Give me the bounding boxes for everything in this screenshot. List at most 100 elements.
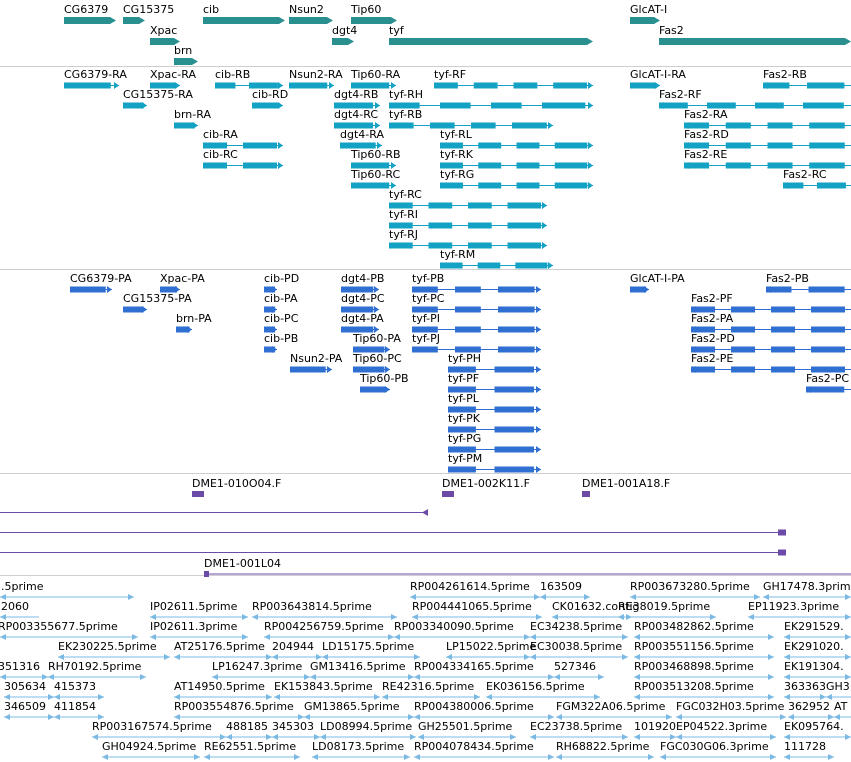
proteins-label-p18[interactable]: cib-PB (264, 332, 299, 345)
transcripts-model-t2[interactable] (150, 82, 180, 89)
ests-label-e65[interactable]: LD08173.5prime (312, 740, 405, 753)
ests-label-e12[interactable]: EP11923.3prime (748, 600, 840, 613)
transcripts-label-t24[interactable]: tyf-RK (440, 148, 473, 161)
est-bar-e41[interactable] (486, 694, 600, 700)
est-bar-e3[interactable] (540, 594, 590, 600)
est-bar-e32[interactable] (414, 674, 554, 680)
transcripts-label-t7[interactable]: GlcAT-I-RA (630, 68, 686, 81)
ests-label-e49[interactable]: RP004380006.5prime (414, 700, 534, 713)
ests-label-e9[interactable]: RP004441065.5prime (412, 600, 532, 613)
ests-label-e48[interactable]: GM13865.5prime (304, 700, 400, 713)
gene-bar-g8[interactable] (332, 38, 354, 45)
ests-label-e60[interactable]: 101920 (634, 720, 676, 733)
ests-label-e32[interactable]: RP004334165.5prime (414, 660, 534, 673)
ests-label-e3[interactable]: 163509 (540, 580, 582, 593)
ests-label-e17[interactable]: EC34238.5prime (530, 620, 623, 633)
proteins-model-p16[interactable] (412, 326, 541, 333)
est-bar-e50[interactable] (556, 714, 672, 720)
transcripts-model-t27[interactable] (440, 182, 593, 189)
transcripts-model-t21[interactable] (684, 142, 851, 149)
est-bar-e63[interactable] (102, 754, 200, 760)
proteins-label-p8[interactable]: CG15375-PA (123, 292, 192, 305)
transcripts-label-t17[interactable]: Fas2-RA (684, 108, 728, 121)
est-bar-e25[interactable] (530, 654, 628, 660)
ests-label-e56[interactable]: 345303 (272, 720, 314, 733)
proteins-label-p26[interactable]: Tip60-PB (360, 372, 409, 385)
est-bar-e57[interactable] (320, 734, 416, 740)
proteins-model-p32[interactable] (448, 466, 541, 473)
ests-label-e55[interactable]: 488185 (226, 720, 268, 733)
est-bar-e26[interactable] (634, 654, 774, 660)
ests-label-e11[interactable]: RE38019.5prime (618, 600, 711, 613)
genes-label-g3[interactable]: cib (203, 3, 220, 16)
transcripts-label-t18[interactable]: cib-RA (203, 128, 238, 141)
est-bar-e5[interactable] (763, 594, 851, 600)
proteins-label-p5[interactable]: tyf-PB (412, 272, 445, 285)
transcripts-label-t5[interactable]: Tip60-RA (351, 68, 401, 81)
transcripts-model-t16[interactable] (389, 122, 553, 129)
est-bar-e14[interactable] (150, 634, 248, 640)
proteins-label-p24[interactable]: tyf-PH (448, 352, 481, 365)
est-bar-e22[interactable] (272, 654, 322, 660)
ests-label-e18[interactable]: RP003482862.5prime (634, 620, 754, 633)
est-bar-e34[interactable] (634, 674, 774, 680)
ests-label-e2[interactable]: RP004261614.5prime (410, 580, 530, 593)
genes-label-g1[interactable]: CG6379 (64, 3, 109, 16)
transcripts-model-t11[interactable] (334, 102, 380, 109)
ests-label-e68[interactable]: FGC030G06.3prime (660, 740, 769, 753)
est-bar-e29[interactable] (48, 674, 146, 680)
gene-bar-g2[interactable] (123, 17, 145, 24)
proteins-label-p17[interactable]: Fas2-PA (691, 312, 734, 325)
transcripts-label-t31[interactable]: tyf-RJ (389, 228, 418, 241)
ests-label-e54[interactable]: RP003167574.5prime (92, 720, 212, 733)
ests-label-e57[interactable]: LD08994.5prime (320, 720, 413, 733)
est-bar-e16[interactable] (394, 634, 530, 640)
transcripts-label-t29[interactable]: tyf-RC (389, 188, 422, 201)
ests-label-e61[interactable]: EP04522.3prime (676, 720, 768, 733)
proteins-model-p5[interactable] (412, 286, 541, 293)
transcripts-model-t32[interactable] (440, 262, 553, 269)
est-bar-e24[interactable] (446, 654, 530, 660)
proteins-model-p10[interactable] (341, 306, 379, 313)
proteins-label-p27[interactable]: tyf-PF (448, 372, 480, 385)
est-bar-e68[interactable] (660, 754, 776, 760)
est-bar-e27[interactable] (784, 654, 851, 660)
ests-label-e63[interactable]: GH04924.5prime (102, 740, 197, 753)
transcripts-label-t4[interactable]: Nsun2-RA (289, 68, 343, 81)
proteins-label-p29[interactable]: tyf-PL (448, 392, 479, 405)
proteins-model-p28[interactable] (806, 386, 851, 393)
est-bar-e48[interactable] (304, 714, 414, 720)
est-bar-e12[interactable] (748, 614, 851, 620)
ests-label-e64[interactable]: RE62551.5prime (204, 740, 297, 753)
proteins-model-p11[interactable] (412, 306, 541, 313)
est-bar-e38[interactable] (174, 694, 272, 700)
proteins-label-p13[interactable]: brn-PA (176, 312, 212, 325)
ests-label-e58[interactable]: GH25501.5prime (418, 720, 513, 733)
est-bar-e46[interactable] (54, 714, 104, 720)
clone-bar-c2[interactable] (442, 491, 454, 497)
est-bar-e69[interactable] (784, 754, 834, 760)
ests-label-e59[interactable]: EC23738.5prime (530, 720, 623, 733)
proteins-model-p23[interactable] (353, 366, 390, 373)
transcripts-label-t21[interactable]: Fas2-RD (684, 128, 729, 141)
transcripts-model-t26[interactable] (351, 182, 396, 189)
ests-label-e30[interactable]: LP16247.3prime (212, 660, 303, 673)
genes-label-g7[interactable]: Xpac (150, 24, 178, 37)
ests-label-e66[interactable]: RP004078434.5prime (414, 740, 534, 753)
ests-label-e46[interactable]: 411854 (54, 700, 96, 713)
proteins-label-p7[interactable]: Fas2-PB (766, 272, 809, 285)
est-bar-e28[interactable] (0, 674, 48, 680)
transcripts-model-t13[interactable] (659, 102, 851, 109)
transcripts-model-t7[interactable] (630, 82, 660, 89)
clone-bar-c4[interactable] (204, 571, 851, 577)
est-bar-e39[interactable] (274, 694, 380, 700)
transcripts-model-t6[interactable] (434, 82, 593, 89)
est-bar-e67[interactable] (556, 754, 654, 760)
gene-bar-g10[interactable] (659, 38, 851, 45)
ests-label-e39[interactable]: EK153843.5prime (274, 680, 373, 693)
transcripts-model-t1[interactable] (64, 82, 119, 89)
gene-bar-g11[interactable] (174, 58, 198, 65)
genes-label-g5[interactable]: Tip60 (351, 3, 382, 16)
transcripts-label-t28[interactable]: Fas2-RC (783, 168, 827, 181)
proteins-model-p30[interactable] (448, 426, 541, 433)
